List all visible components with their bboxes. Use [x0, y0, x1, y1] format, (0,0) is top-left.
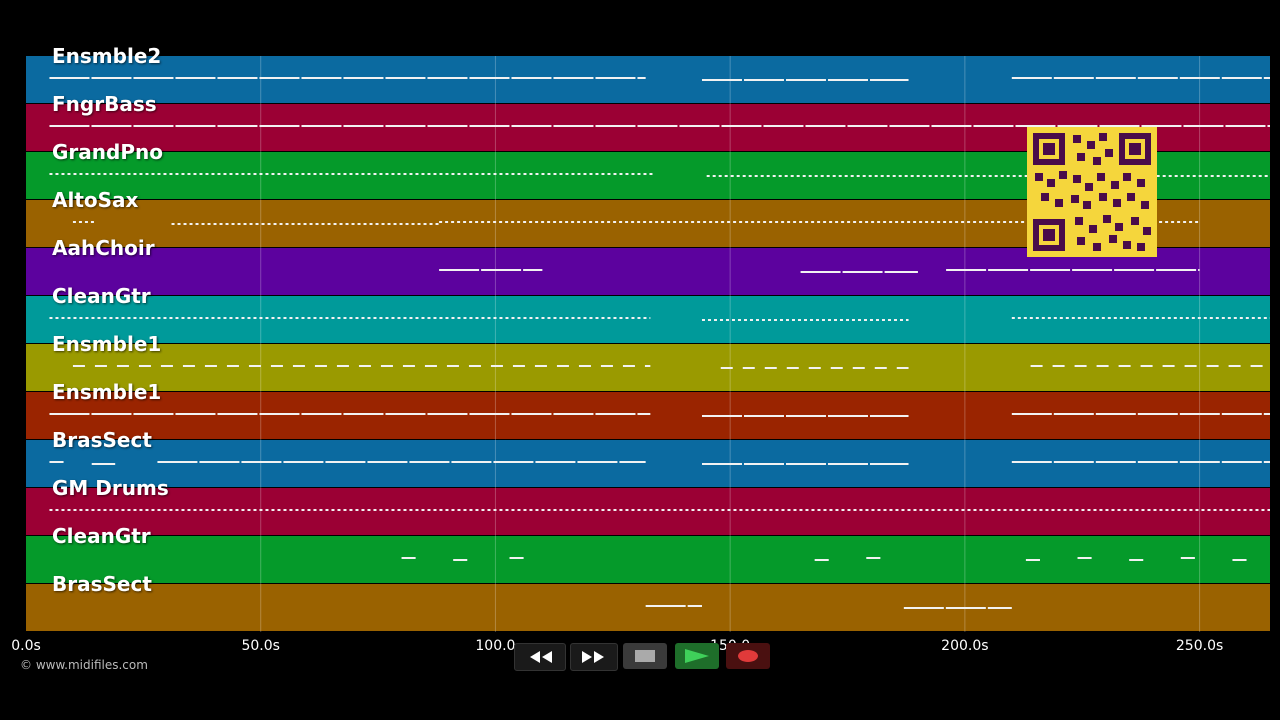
copyright-text: © www.midifiles.com	[20, 658, 148, 672]
track-label: Ensmble1	[52, 332, 162, 356]
stop-icon	[635, 650, 655, 662]
qr-code	[1027, 127, 1157, 257]
track-label: FngrBass	[52, 92, 157, 116]
track-label: Ensmble1	[52, 380, 162, 404]
track-label: CleanGtr	[52, 284, 151, 308]
track-lane	[26, 536, 1270, 583]
track-lane	[26, 56, 1270, 103]
time-tick-label: 50.0s	[241, 638, 280, 654]
play-icon	[685, 649, 709, 663]
time-tick-label: 250.0s	[1175, 638, 1224, 654]
rewind-icon	[530, 651, 552, 663]
track-lane	[26, 344, 1270, 391]
time-tick-label: 0.0s	[11, 638, 41, 654]
track-lane	[26, 440, 1270, 487]
fast-forward-icon	[582, 651, 604, 663]
track-label: AltoSax	[52, 188, 139, 212]
rewind-button[interactable]	[514, 643, 566, 671]
track-lane	[26, 584, 1270, 631]
stop-button[interactable]	[623, 643, 667, 669]
track-label: BrasSect	[52, 428, 152, 452]
fast-forward-button[interactable]	[570, 643, 618, 671]
record-icon	[738, 650, 758, 662]
play-button[interactable]	[675, 643, 719, 669]
track-label: GrandPno	[52, 140, 163, 164]
track-lane	[26, 296, 1270, 343]
note-events	[49, 77, 1270, 609]
track-lane	[26, 392, 1270, 439]
track-label: BrasSect	[52, 572, 152, 596]
time-tick-label: 200.0s	[941, 638, 989, 654]
track-label: AahChoir	[52, 236, 155, 260]
record-button[interactable]	[726, 643, 770, 669]
time-gridlines	[260, 56, 1201, 632]
time-tick-label: 100.0	[475, 638, 516, 654]
track-lane	[26, 488, 1270, 535]
track-label: Ensmble2	[52, 44, 162, 68]
track-label: GM Drums	[52, 476, 169, 500]
track-label: CleanGtr	[52, 524, 151, 548]
